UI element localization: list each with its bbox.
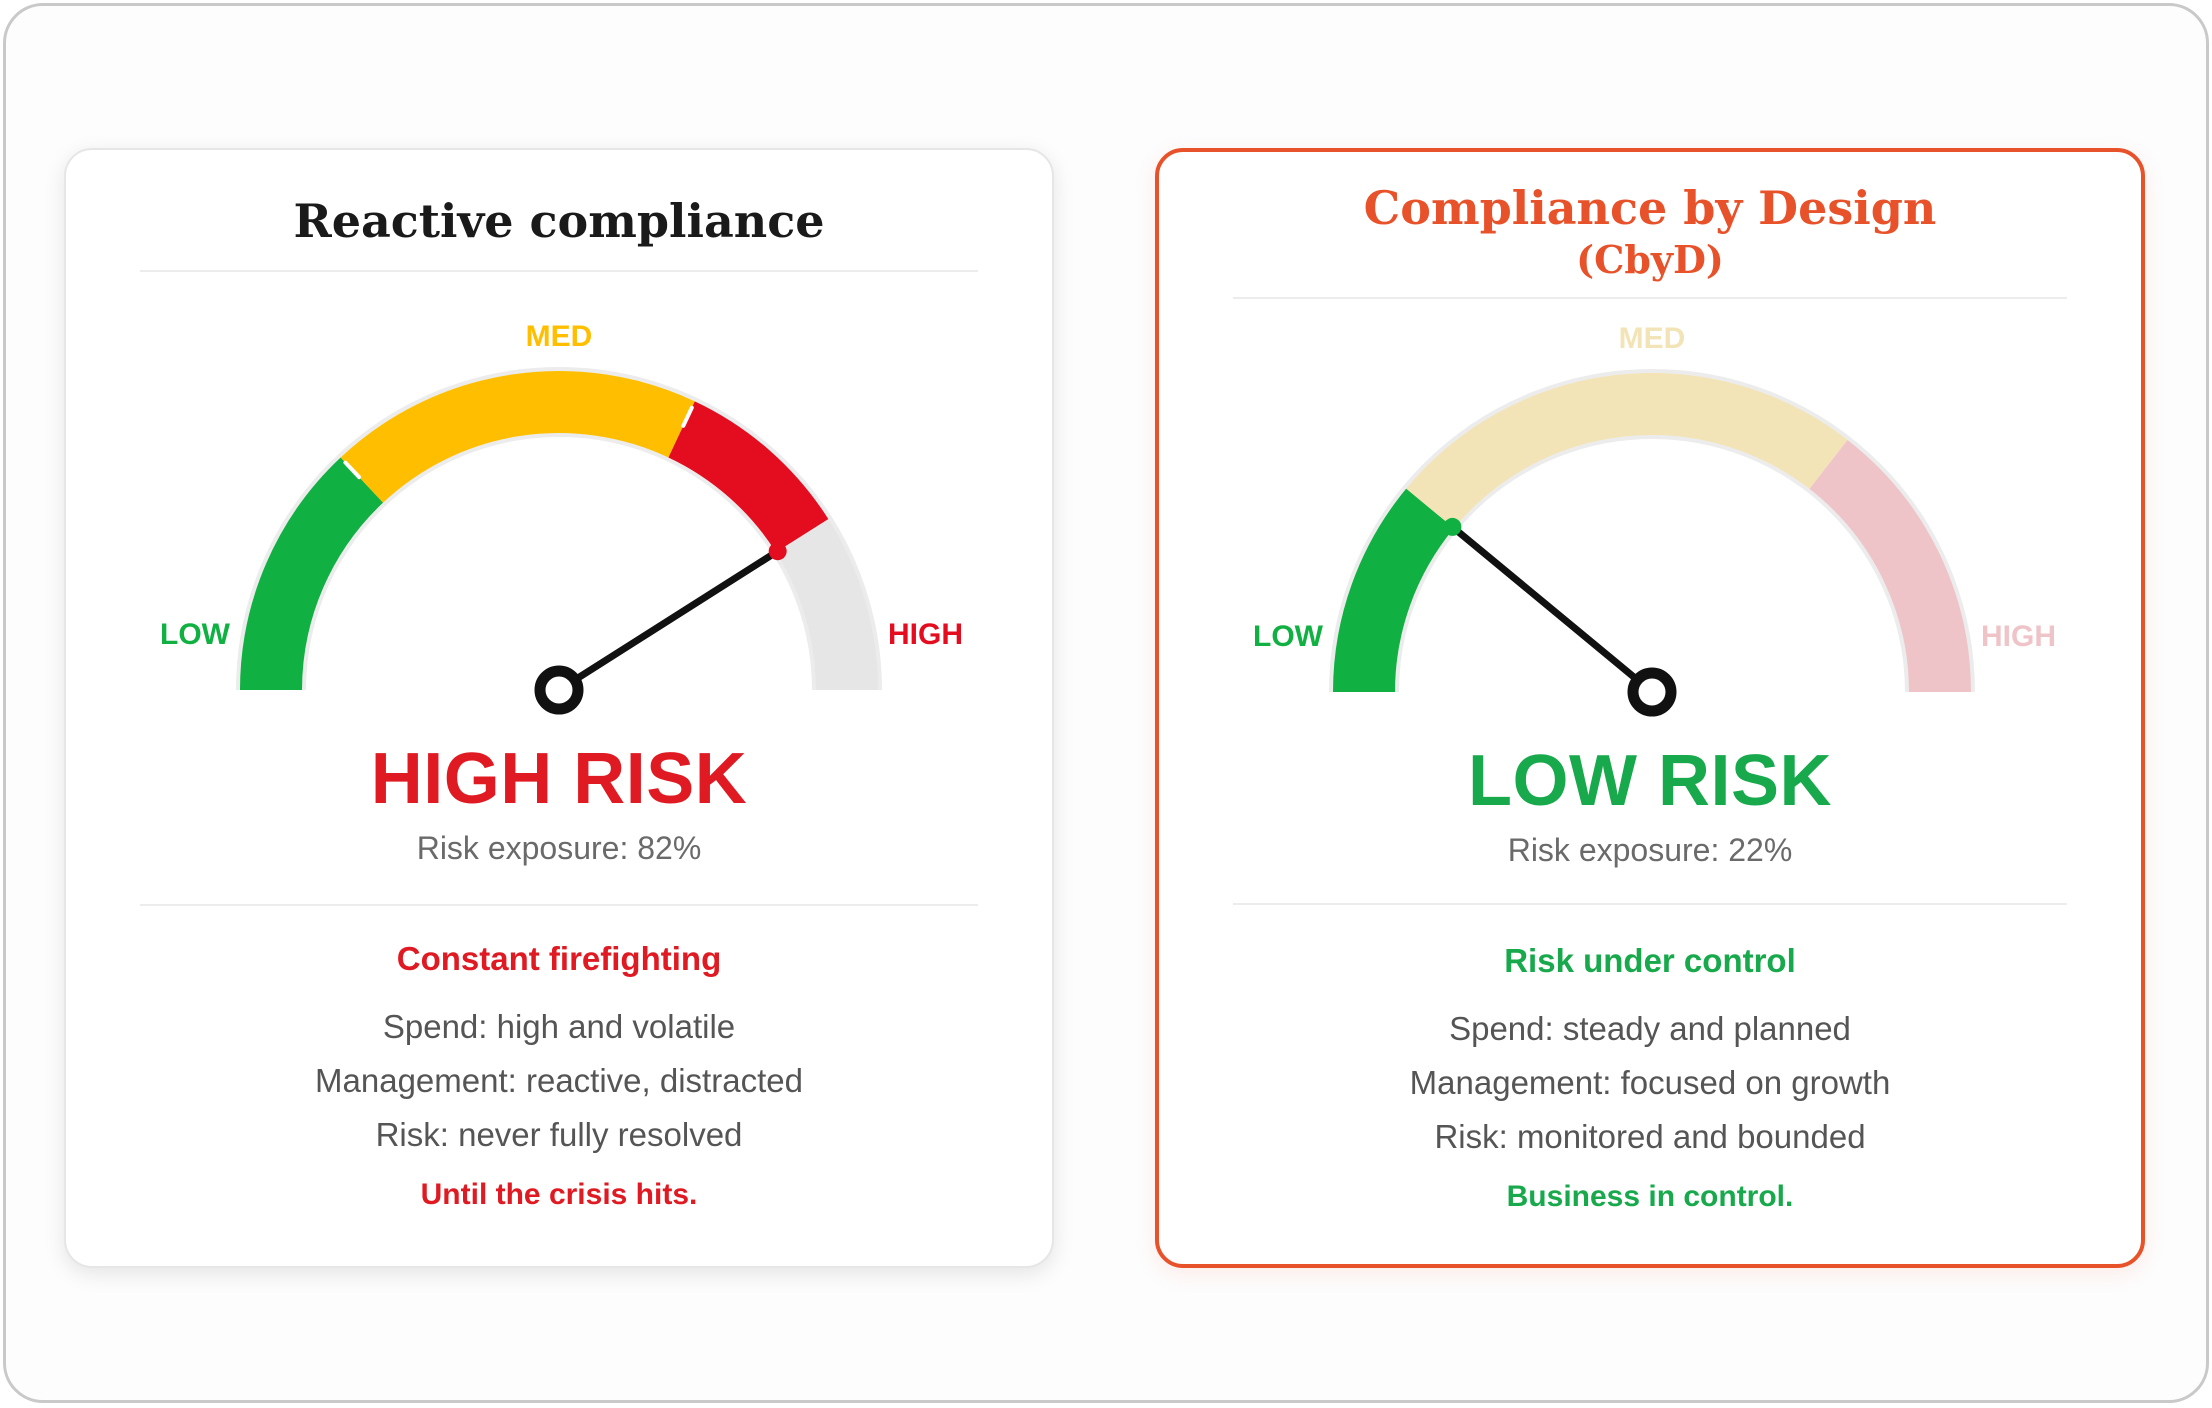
title-divider — [1233, 297, 2067, 299]
gauge-label-high: HIGH — [1981, 620, 2056, 653]
detail-management: Management: focused on growth — [1409, 1064, 1891, 1101]
reactive-compliance-card: Reactive compliance LOW MED HIGH HIGH RI… — [64, 148, 1054, 1268]
risk-status: LOW RISK — [1468, 741, 1832, 821]
detail-risk: Risk: monitored and bounded — [1434, 1118, 1866, 1155]
gauge-label-low: LOW — [1253, 620, 1324, 653]
card-subtitle: (CbyD) — [1576, 237, 1724, 282]
gauge-label-med: MED — [526, 320, 593, 353]
gauge-needle — [555, 547, 782, 694]
gauge-tick-group — [343, 405, 694, 480]
compliance-by-design-card: Compliance by Design (CbyD) LOW MED HIGH… — [1155, 148, 2145, 1268]
gauge-needle — [1448, 523, 1656, 696]
card-title: Compliance by Design (CbyD) — [1159, 180, 2141, 284]
section-divider — [1233, 903, 2067, 905]
tagline: Constant firefighting — [396, 940, 722, 977]
risk-exposure: Risk exposure: 22% — [1507, 832, 1793, 868]
section-divider — [140, 904, 978, 906]
detail-spend: Spend: steady and planned — [1449, 1010, 1851, 1047]
detail-list: Spend: steady and planned Management: fo… — [1159, 1002, 2141, 1164]
card-title: Reactive compliance — [293, 194, 825, 248]
gauge-zone-0 — [240, 457, 384, 691]
gauge-zone-0 — [1333, 488, 1455, 693]
needle-hub — [534, 665, 584, 715]
closing-line: Until the crisis hits. — [420, 1178, 698, 1211]
detail-management: Management: reactive, distracted — [315, 1062, 803, 1099]
risk-exposure: Risk exposure: 82% — [416, 830, 702, 866]
gauge-label-high: HIGH — [888, 618, 963, 651]
gauge-tick-0 — [343, 460, 362, 480]
risk-gauge: LOW MED HIGH — [1253, 322, 2056, 717]
card-title-main: Compliance by Design — [1363, 181, 1937, 235]
detail-spend: Spend: high and volatile — [382, 1008, 736, 1045]
detail-risk: Risk: never fully resolved — [375, 1116, 743, 1153]
gauge-zone-3 — [775, 519, 878, 691]
gauge-zone-2 — [667, 401, 829, 553]
needle-tip-dot — [1443, 517, 1462, 536]
gauge-arc-group — [236, 367, 882, 691]
needle-tip-dot — [768, 542, 787, 561]
tagline: Risk under control — [1504, 942, 1796, 979]
title-divider — [140, 270, 978, 272]
gauge-zone-1 — [1406, 373, 1848, 529]
risk-gauge: LOW MED HIGH — [160, 320, 963, 715]
gauge-zone-2 — [1809, 439, 1971, 693]
gauge-label-low: LOW — [160, 618, 231, 651]
gauge-tick-1 — [681, 405, 694, 428]
closing-line: Business in control. — [1506, 1180, 1794, 1213]
gauge-label-med: MED — [1619, 322, 1686, 355]
needle-hub — [1627, 667, 1677, 717]
risk-status: HIGH RISK — [370, 739, 748, 819]
gauge-arc-group — [1329, 369, 1975, 693]
detail-list: Spend: high and volatile Management: rea… — [66, 1000, 1052, 1162]
gauge-zone-1 — [340, 371, 695, 503]
